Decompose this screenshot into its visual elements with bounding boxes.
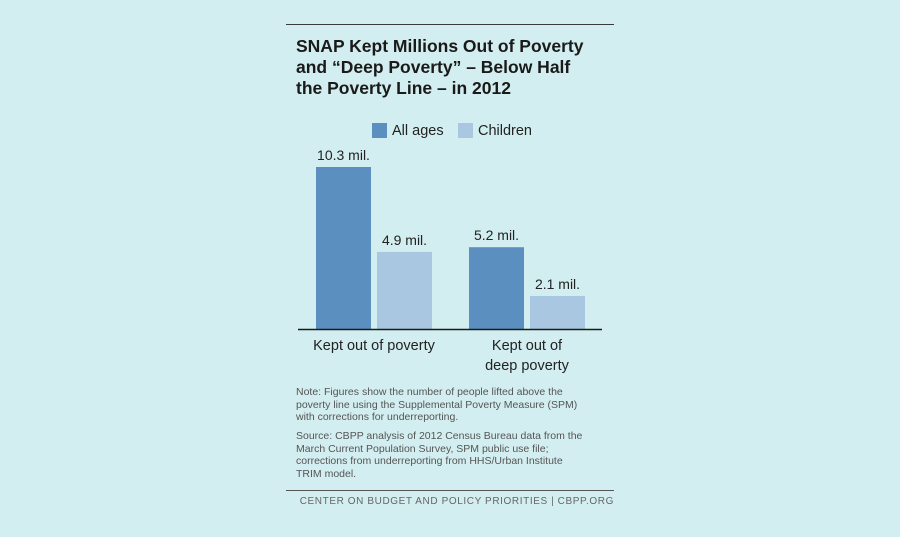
footer-credit: CENTER ON BUDGET AND POLICY PRIORITIES |… [299,496,614,507]
source-line: Source: CBPP analysis of 2012 Census Bur… [296,430,583,442]
source-line: March Current Population Survey, SPM pub… [296,442,549,455]
note-line: poverty line using the Supplemental Pove… [296,398,578,411]
title-line: and “Deep Poverty” – Below Half [296,57,571,77]
title-line: the Poverty Line – in 2012 [296,78,511,98]
bar-children-1 [530,295,585,329]
legend-swatch-all-ages [372,123,387,138]
source-text: Source: CBPP analysis of 2012 Census Bur… [296,430,608,480]
bar-all-ages-0 [316,167,371,329]
source-line: corrections from underreporting from HHS… [296,455,563,467]
bottom-rule [286,490,614,491]
title-line: SNAP Kept Millions Out of Poverty [296,36,584,56]
source-line: TRIM model. [296,467,357,480]
category-label: Kept out of [492,338,563,354]
note-line: with corrections for underreporting. [296,411,459,423]
note-text: Note: Figures show the number of people … [296,386,608,424]
top-rule [286,24,614,25]
data-label: 4.9 mil. [382,232,427,248]
chart-title: SNAP Kept Millions Out of Poverty and “D… [296,36,614,99]
bar-chart: All ages Children 10.3 mil. 4.9 mil. Kept ou… [298,123,602,374]
bar-all-ages-1 [469,247,524,329]
data-label: 5.2 mil. [474,227,519,243]
category-label: Kept out of poverty [313,338,435,354]
note-line: Note: Figures show the number of people … [296,386,563,398]
data-label: 10.3 mil. [317,147,370,163]
data-label: 2.1 mil. [535,276,580,292]
legend-swatch-children [458,123,473,138]
chart-card: SNAP Kept Millions Out of Poverty and “D… [286,24,614,514]
bar-children-0 [377,251,432,329]
legend-label: Children [478,123,532,139]
legend-label: All ages [392,123,444,139]
category-label: deep poverty [485,358,570,374]
